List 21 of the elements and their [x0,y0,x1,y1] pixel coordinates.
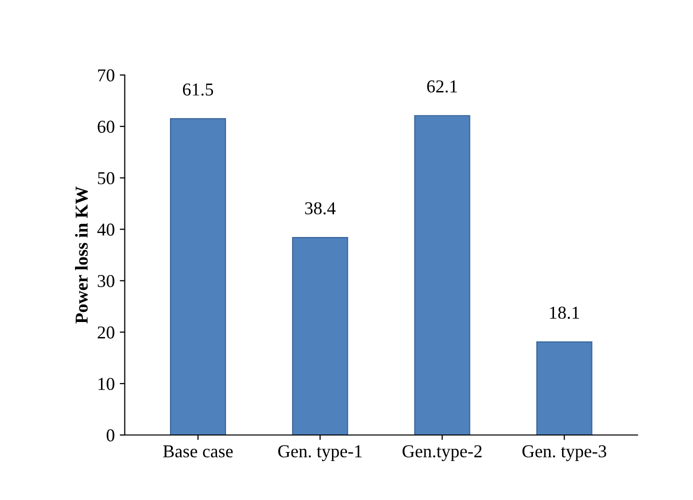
y-tick-label: 30 [98,274,114,288]
y-tick-label: 70 [98,69,114,82]
y-tick-label: 0 [106,429,114,442]
bar [292,236,348,435]
bar [414,115,470,435]
y-tick-label: 60 [98,120,114,133]
bar [536,341,592,435]
y-tick-label: 20 [98,326,114,339]
data-label: 38.4 [305,202,336,214]
x-tick-label: Gen.type-2 [402,445,482,462]
data-label: 18.1 [550,306,580,319]
x-tick-label: Base case [163,445,233,458]
data-label: 61.5 [182,83,214,96]
x-tick-label: Gen. type-3 [522,445,606,462]
x-tick-label: Gen. type-1 [278,445,362,462]
y-axis-title: Power loss in KW [75,186,88,324]
y-tick-label: 40 [97,224,114,236]
data-label: 62.1 [427,80,457,93]
bar [170,118,226,435]
y-tick-label: 10 [98,378,114,390]
y-tick-label: 50 [98,172,114,184]
